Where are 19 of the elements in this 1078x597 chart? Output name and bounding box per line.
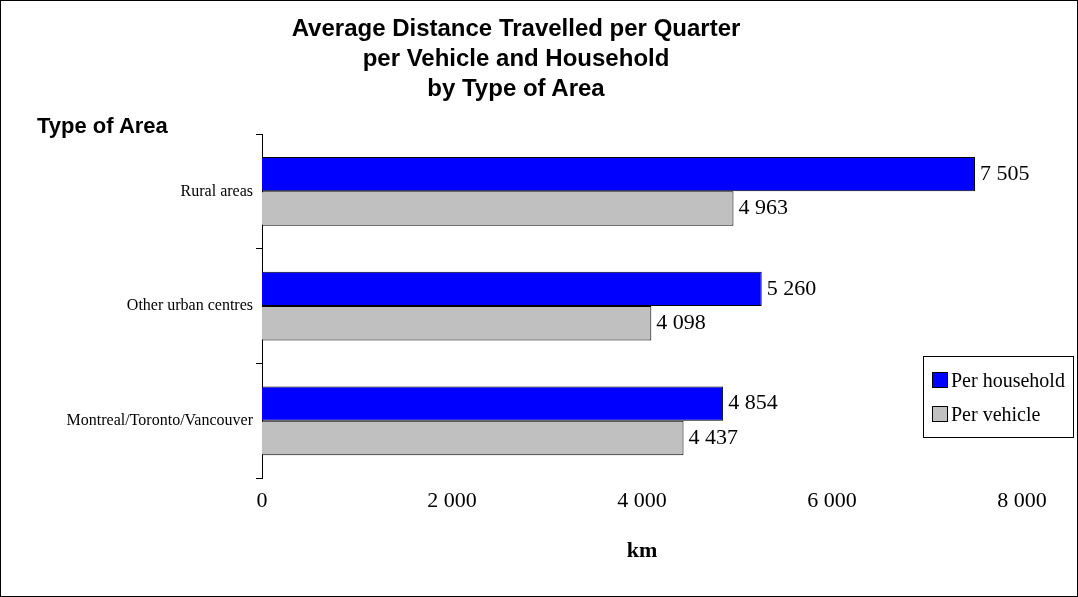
- y-tick-label: Rural areas: [180, 181, 253, 199]
- y-axis-title: Type of Area: [37, 113, 168, 139]
- data-label: 5 260: [766, 274, 817, 300]
- data-label: 4 854: [728, 389, 778, 415]
- chart-title: Average Distance Travelled per Quarter per Vehicle and Household by Type of Area: [291, 13, 741, 101]
- y-tick-label: Other urban centres: [126, 296, 253, 314]
- data-label: 4 963: [738, 194, 788, 220]
- x-axis-title: km: [626, 537, 658, 563]
- x-tick-label: 8 000: [997, 487, 1047, 513]
- x-tick-label: 4 000: [617, 487, 667, 513]
- x-tick-label: 6 000: [807, 487, 857, 513]
- x-tick-label: 2 000: [427, 487, 477, 513]
- legend-label: Per vehicle: [951, 402, 1041, 426]
- data-label: 4 098: [656, 309, 706, 335]
- x-tick-label: 0: [256, 487, 268, 513]
- data-label: 7 505: [979, 159, 1030, 185]
- legend-label: Per household: [951, 368, 1065, 392]
- data-label: 4 437: [688, 423, 739, 449]
- y-tick-label: Montreal/Toronto/Vancouver: [66, 411, 254, 429]
